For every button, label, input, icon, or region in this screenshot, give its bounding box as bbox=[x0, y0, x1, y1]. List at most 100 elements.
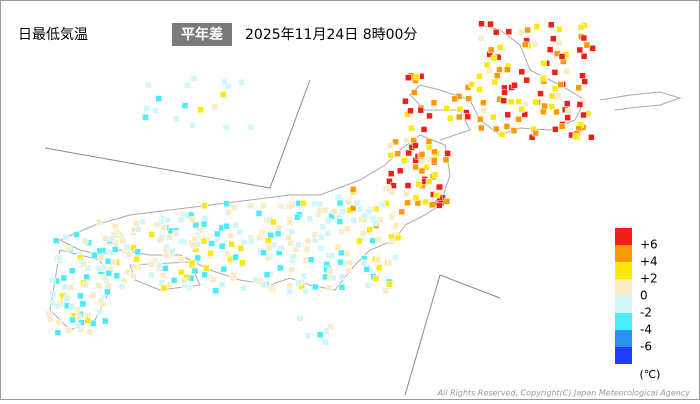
station bbox=[422, 198, 429, 206]
station bbox=[189, 241, 197, 249]
station bbox=[239, 259, 246, 267]
station bbox=[537, 90, 544, 97]
station bbox=[75, 313, 82, 321]
station bbox=[263, 271, 271, 278]
station bbox=[385, 185, 392, 192]
station bbox=[478, 20, 485, 27]
station bbox=[326, 284, 333, 292]
station bbox=[255, 210, 263, 217]
station bbox=[576, 101, 584, 108]
station bbox=[405, 149, 412, 157]
station bbox=[403, 136, 410, 144]
datetime: 2025年11月24日 8時00分 bbox=[245, 27, 417, 43]
station bbox=[143, 105, 150, 112]
station bbox=[100, 263, 108, 271]
station bbox=[142, 113, 149, 121]
station bbox=[102, 273, 109, 281]
station bbox=[403, 190, 410, 198]
station bbox=[288, 266, 295, 274]
station bbox=[166, 281, 173, 288]
station bbox=[155, 95, 162, 102]
station bbox=[540, 108, 547, 115]
station bbox=[184, 82, 191, 89]
station bbox=[53, 237, 60, 245]
station bbox=[464, 113, 471, 120]
station bbox=[431, 148, 438, 156]
station bbox=[374, 236, 382, 243]
legend-swatch bbox=[615, 262, 632, 279]
station bbox=[388, 213, 395, 221]
legend-label: +6 bbox=[640, 238, 658, 252]
station bbox=[223, 223, 230, 230]
station bbox=[338, 273, 346, 280]
station bbox=[444, 150, 451, 157]
station bbox=[180, 277, 188, 285]
station bbox=[201, 271, 208, 279]
station bbox=[306, 215, 314, 223]
station bbox=[518, 68, 526, 76]
station bbox=[134, 225, 142, 233]
station bbox=[412, 142, 419, 149]
station bbox=[386, 259, 393, 267]
station bbox=[170, 277, 178, 284]
station bbox=[322, 207, 329, 214]
legend-swatch bbox=[615, 347, 632, 364]
legend-label: -4 bbox=[640, 323, 652, 337]
station bbox=[375, 264, 383, 272]
station bbox=[540, 60, 547, 67]
station bbox=[238, 79, 245, 86]
station bbox=[564, 107, 572, 115]
station bbox=[54, 303, 62, 310]
station bbox=[408, 124, 415, 132]
station bbox=[431, 171, 439, 179]
mode-badge bbox=[172, 23, 232, 46]
station bbox=[148, 231, 155, 238]
station bbox=[517, 28, 525, 36]
station bbox=[300, 199, 307, 207]
station bbox=[173, 115, 180, 123]
station bbox=[97, 297, 105, 305]
station bbox=[49, 290, 57, 298]
station bbox=[487, 20, 494, 28]
station bbox=[349, 205, 357, 212]
station bbox=[532, 98, 540, 106]
station bbox=[372, 275, 380, 282]
station bbox=[169, 247, 176, 255]
station bbox=[522, 101, 529, 108]
station bbox=[201, 202, 208, 209]
station bbox=[285, 234, 292, 242]
station bbox=[197, 106, 204, 114]
station bbox=[493, 72, 501, 79]
station bbox=[412, 194, 420, 201]
station bbox=[49, 276, 56, 284]
station bbox=[556, 39, 563, 47]
station bbox=[275, 224, 283, 232]
station bbox=[237, 244, 244, 252]
legend-label: 0 bbox=[640, 289, 648, 303]
station bbox=[105, 269, 113, 277]
station bbox=[377, 216, 384, 223]
station bbox=[417, 106, 425, 114]
station bbox=[557, 81, 564, 88]
station bbox=[580, 34, 588, 42]
station bbox=[133, 256, 141, 263]
station bbox=[163, 217, 171, 224]
station bbox=[386, 178, 393, 185]
station bbox=[548, 92, 556, 100]
station bbox=[552, 126, 559, 133]
station bbox=[317, 245, 325, 252]
station bbox=[476, 86, 483, 93]
station bbox=[61, 283, 68, 291]
station bbox=[415, 180, 423, 188]
station bbox=[312, 236, 319, 244]
station bbox=[359, 230, 367, 237]
station bbox=[418, 167, 426, 175]
station bbox=[260, 281, 268, 288]
station bbox=[225, 209, 232, 216]
station bbox=[575, 84, 582, 92]
station bbox=[418, 158, 426, 165]
station bbox=[366, 226, 373, 234]
station bbox=[124, 268, 131, 276]
inset-lines bbox=[44, 79, 501, 396]
